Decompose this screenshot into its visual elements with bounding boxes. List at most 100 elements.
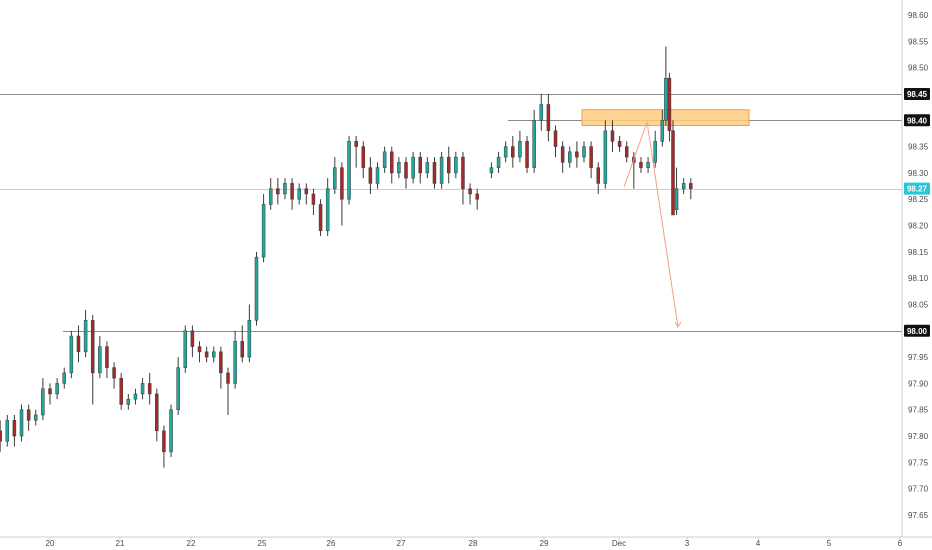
candle — [368, 157, 373, 194]
candle — [411, 151, 415, 184]
candle — [568, 146, 572, 168]
candle — [83, 309, 88, 358]
candle — [603, 120, 608, 189]
candle — [197, 341, 202, 363]
x-tick-label: 21 — [116, 539, 125, 548]
y-tick-label: 98.20 — [908, 222, 929, 231]
level-price-tag: 98.45 — [904, 87, 930, 100]
price-tag-label: 98.45 — [907, 90, 928, 99]
candle — [304, 183, 309, 205]
y-tick-label: 98.60 — [908, 11, 929, 20]
candle — [681, 178, 686, 194]
candle — [575, 141, 579, 168]
candle — [496, 151, 501, 173]
candle — [667, 72, 672, 142]
candle — [147, 372, 152, 405]
candle — [375, 162, 380, 189]
candle — [155, 388, 159, 442]
y-tick-label: 97.65 — [908, 511, 929, 520]
x-tick-label: Dec — [612, 539, 626, 548]
candle — [5, 415, 10, 447]
y-tick-label: 98.30 — [908, 169, 929, 178]
candle — [489, 162, 494, 179]
candle — [76, 325, 81, 363]
candle — [98, 336, 102, 379]
candle — [539, 93, 544, 131]
candle — [347, 136, 351, 205]
x-tick-label: 3 — [685, 539, 690, 548]
candle — [525, 136, 529, 173]
x-tick-label: 20 — [46, 539, 55, 548]
candle — [311, 188, 316, 215]
candle — [233, 330, 237, 389]
horizontal-levels — [0, 94, 902, 332]
x-tick-label: 27 — [397, 539, 406, 548]
candle — [297, 183, 301, 205]
y-tick-label: 98.35 — [908, 143, 929, 152]
candle — [439, 151, 444, 189]
candle — [204, 346, 209, 363]
candle — [610, 120, 615, 152]
candle — [596, 162, 600, 194]
time-axis[interactable]: 20 21 22 25 26 27 28 29 Dec 3 4 5 6 — [46, 537, 903, 548]
candle — [589, 141, 593, 179]
y-tick-label: 97.95 — [908, 353, 929, 362]
candle — [671, 120, 675, 216]
candle — [325, 178, 330, 237]
candle — [176, 357, 180, 415]
candle — [390, 146, 394, 184]
current-price-tag: 98.27 — [904, 182, 930, 195]
y-tick-label: 98.15 — [908, 248, 929, 257]
price-axis[interactable]: 98.60 98.55 98.50 98.45 98.40 98.35 98.30 98.25… — [908, 11, 929, 520]
candle — [560, 141, 565, 173]
price-tag-label: 98.27 — [907, 185, 928, 194]
candle — [19, 404, 24, 442]
candle — [48, 383, 52, 405]
candle — [475, 188, 479, 210]
candle — [432, 157, 437, 189]
candle — [26, 404, 31, 431]
candle — [361, 141, 366, 179]
y-tick-label: 98.25 — [908, 195, 929, 204]
candle — [69, 330, 74, 379]
y-tick-label: 98.50 — [908, 64, 929, 73]
y-tick-label: 97.70 — [908, 485, 929, 494]
candle — [41, 378, 45, 421]
candle — [639, 157, 643, 173]
projection-line — [623, 121, 679, 328]
candle — [183, 325, 188, 373]
y-tick-label: 98.05 — [908, 300, 929, 309]
candlestick-series — [0, 46, 693, 468]
candle — [468, 183, 472, 205]
candle — [190, 325, 195, 358]
candle — [268, 178, 273, 210]
candle — [340, 162, 344, 226]
arrow-head-icon — [674, 321, 682, 328]
candle — [140, 378, 145, 400]
projection-path — [623, 121, 682, 328]
candle — [397, 157, 401, 179]
candle — [624, 141, 629, 163]
candle — [219, 346, 223, 389]
candle — [446, 146, 451, 184]
candle — [546, 93, 551, 142]
level-price-tag: 98.40 — [904, 114, 930, 127]
x-tick-label: 4 — [756, 539, 761, 548]
x-tick-label: 5 — [827, 539, 832, 548]
candle — [553, 125, 558, 158]
y-tick-label: 97.85 — [908, 406, 929, 415]
candle — [12, 415, 17, 447]
candle — [511, 136, 515, 168]
price-tag-label: 98.40 — [907, 116, 928, 125]
candle — [617, 136, 622, 152]
candle — [62, 367, 66, 389]
candle — [90, 315, 95, 405]
candle — [354, 136, 358, 168]
candle — [276, 178, 280, 205]
candle — [532, 109, 536, 173]
x-tick-label: 6 — [898, 539, 903, 548]
candle — [664, 46, 668, 126]
candle — [226, 367, 230, 415]
candle — [169, 404, 173, 458]
